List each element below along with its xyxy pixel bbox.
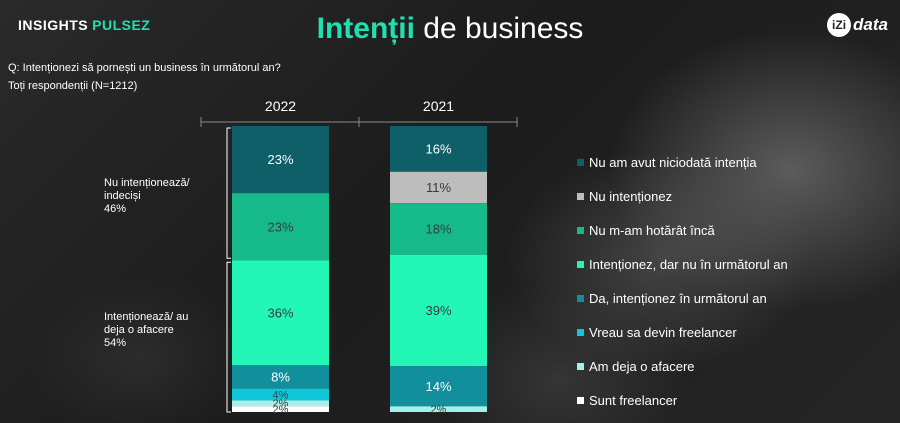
data-label: 14%	[425, 379, 451, 394]
data-label: 4%	[273, 389, 289, 401]
legend-swatch	[577, 192, 584, 200]
group-label-line: 54%	[104, 337, 127, 349]
data-label: 11%	[426, 180, 451, 195]
legend-swatch	[577, 294, 584, 302]
bar-segment	[390, 254, 487, 367]
group-label-not-intending: Nu intenționează/ indeciși 46%	[104, 177, 190, 216]
legend-label: Sunt freelancer	[589, 392, 678, 408]
data-label: 39%	[425, 303, 451, 318]
bar-segment	[390, 126, 487, 172]
legend-label: Nu am avut niciodată intenția	[589, 154, 757, 170]
legend-item: Am deja o afacere	[577, 349, 788, 383]
category-label-2022: 2022	[265, 98, 296, 114]
legend-swatch	[577, 362, 584, 370]
title-highlight: Intenții	[316, 12, 415, 45]
chart-legend: Nu am avut niciodată intenția Nu intențio…	[577, 145, 788, 417]
legend-item: Intenționez, dar nu în următorul an	[577, 247, 788, 281]
legend-swatch	[577, 226, 584, 234]
bar-segment	[232, 400, 329, 407]
legend-swatch	[577, 260, 584, 268]
legend-swatch	[577, 158, 584, 166]
group-bracket	[226, 261, 231, 413]
bar-segment	[232, 260, 329, 366]
bar-segment	[390, 203, 487, 255]
bar-segment	[232, 406, 329, 412]
bar-segment	[232, 365, 329, 389]
data-label: 23%	[267, 219, 293, 234]
group-label-line: indeciși	[104, 190, 141, 202]
bar-segment	[390, 171, 487, 204]
brand-logo: INSIGHTS PULSEZ	[18, 17, 150, 33]
legend-label: Vreau sa devin freelancer	[589, 324, 737, 340]
legend-item: Nu intenționez	[577, 179, 788, 213]
data-label: 16%	[425, 142, 451, 157]
bar-segment	[232, 388, 329, 401]
data-label: 18%	[425, 222, 451, 237]
group-label-line: deja o afacere	[104, 324, 174, 336]
brand-accent: PULSEZ	[92, 17, 151, 33]
data-label: 36%	[267, 305, 293, 320]
data-label: 8%	[271, 370, 290, 385]
legend-swatch	[577, 328, 584, 336]
legend-item: Sunt freelancer	[577, 383, 788, 417]
page-title: Intenții de business	[0, 12, 900, 46]
legend-item: Nu m-am hotărât încă	[577, 213, 788, 247]
data-label: 2%	[273, 404, 289, 416]
category-label-2021: 2021	[423, 98, 454, 114]
group-label-line: 46%	[104, 203, 127, 215]
legend-label: Am deja o afacere	[589, 358, 695, 374]
logo-text: data	[853, 15, 888, 34]
group-label-line: Nu intenționează/	[104, 177, 190, 189]
legend-swatch	[577, 396, 584, 404]
legend-label: Nu m-am hotărât încă	[589, 222, 715, 238]
legend-item: Da, intenționez în următorul an	[577, 281, 788, 315]
legend-label: Nu intenționez	[589, 188, 673, 204]
legend-item: Nu am avut niciodată intenția	[577, 145, 788, 179]
bar-segment	[390, 366, 487, 407]
group-bracket	[226, 127, 231, 259]
group-label-line: Intenționează/ au	[104, 311, 189, 323]
respondents-text: Toți respondenții (N=1212)	[8, 80, 138, 92]
data-label: 2%	[431, 404, 447, 416]
bar-segment	[390, 406, 487, 412]
izidata-logo: iZi data	[827, 13, 888, 37]
data-label: 23%	[267, 152, 293, 167]
legend-label: Da, intenționez în următorul an	[589, 290, 767, 306]
brand-main: INSIGHTS	[18, 17, 89, 33]
bar-segment	[232, 126, 329, 194]
bar-segment	[232, 193, 329, 261]
logo-mark: iZi	[827, 13, 852, 37]
legend-item: Vreau sa devin freelancer	[577, 315, 788, 349]
title-rest: de business	[423, 12, 584, 45]
group-label-intending: Intenționează/ au deja o afacere 54%	[104, 311, 188, 350]
legend-label: Intenționez, dar nu în următorul an	[589, 256, 788, 272]
question-text: Q: Intenționezi să pornești un business …	[8, 62, 281, 74]
